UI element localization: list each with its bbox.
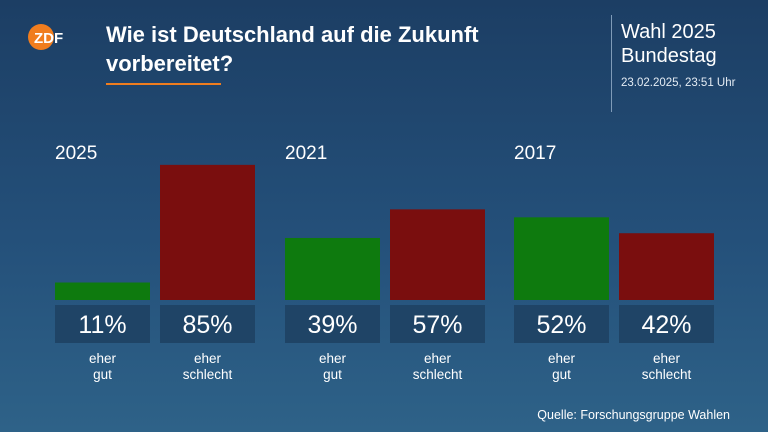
value-box-2021-1 [390, 305, 485, 343]
year-label-2021: 2021 [285, 143, 327, 164]
logo-text: ZDF [34, 30, 63, 47]
value-label-2017-1: 42% [641, 311, 691, 339]
bar-2025-eher-schlecht [160, 164, 255, 300]
category-label-2025-1-1: schlecht [183, 367, 233, 382]
value-label-2021-1: 57% [412, 311, 462, 339]
value-box-2017-1 [619, 305, 714, 343]
bar-2025-eher-gut [55, 282, 150, 300]
category-label-2025-0-1: gut [93, 367, 112, 382]
value-box-2017-0 [514, 305, 609, 343]
bar-2017-eher-schlecht [619, 233, 714, 300]
header-divider [611, 15, 612, 112]
source-note: Quelle: Forschungsgruppe Wahlen [537, 408, 730, 422]
chart-title: Wie ist Deutschland auf die Zukunft vorb… [106, 22, 479, 76]
title-underline [106, 83, 221, 85]
value-box-2025-0 [55, 305, 150, 343]
value-label-2017-0: 52% [536, 311, 586, 339]
value-label-2025-1: 85% [182, 311, 232, 339]
category-label-2021-0-0: eher [319, 351, 347, 366]
category-label-2021-1-0: eher [424, 351, 452, 366]
bar-2021-eher-gut [285, 237, 380, 300]
category-label-2025-0-0: eher [89, 351, 117, 366]
value-box-2025-1 [160, 305, 255, 343]
year-label-2017: 2017 [514, 143, 556, 164]
category-label-2021-1-1: schlecht [413, 367, 463, 382]
timestamp: 23.02.2025, 23:51 Uhr [621, 77, 736, 89]
bar-2021-eher-schlecht [390, 209, 485, 300]
category-label-2017-0-0: eher [548, 351, 576, 366]
bar-2017-eher-gut [514, 217, 609, 300]
zdf-logo: ZDF [28, 24, 63, 50]
election-line-1: Wahl 2025 [621, 21, 716, 43]
category-label-2017-1-0: eher [653, 351, 681, 366]
category-label-2017-1-1: schlecht [642, 367, 692, 382]
election-info: Wahl 2025 Bundestag [621, 20, 717, 68]
election-line-2: Bundestag [621, 45, 717, 67]
value-label-2021-0: 39% [307, 311, 357, 339]
value-box-2021-0 [285, 305, 380, 343]
year-label-2025: 2025 [55, 143, 97, 164]
category-label-2017-0-1: gut [552, 367, 571, 382]
category-label-2025-1-0: eher [194, 351, 222, 366]
category-label-2021-0-1: gut [323, 367, 342, 382]
value-label-2025-0: 11% [78, 311, 126, 339]
